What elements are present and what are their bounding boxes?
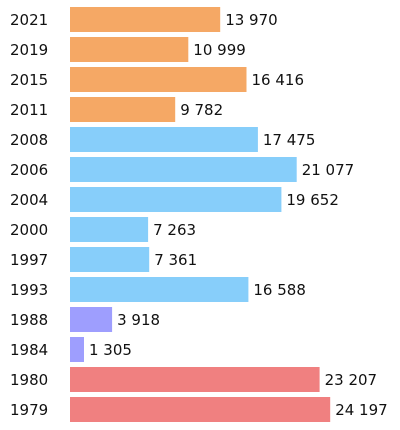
bar-1997	[70, 247, 150, 272]
year-label-2004: 2004	[10, 191, 48, 209]
value-label-1979: 24 197	[335, 401, 388, 419]
value-label-1980: 23 207	[325, 371, 378, 389]
year-label-1984: 1984	[10, 341, 48, 359]
year-label-1997: 1997	[10, 251, 48, 269]
value-label-1993: 16 588	[253, 281, 306, 299]
bars-group	[70, 7, 331, 422]
year-label-1979: 1979	[10, 401, 48, 419]
value-label-2021: 13 970	[225, 11, 278, 29]
bar-1980	[70, 367, 320, 392]
year-label-2011: 2011	[10, 101, 48, 119]
value-label-1988: 3 918	[117, 311, 160, 329]
bar-2008	[70, 127, 258, 152]
year-label-1993: 1993	[10, 281, 48, 299]
year-label-2008: 2008	[10, 131, 48, 149]
value-label-2019: 10 999	[193, 41, 246, 59]
bar-2015	[70, 67, 247, 92]
bar-2004	[70, 187, 282, 212]
value-label-1984: 1 305	[89, 341, 132, 359]
bar-2019	[70, 37, 189, 62]
bar-2000	[70, 217, 149, 242]
value-label-2008: 17 475	[263, 131, 316, 149]
value-label-1997: 7 361	[154, 251, 197, 269]
year-label-2015: 2015	[10, 71, 48, 89]
value-label-2000: 7 263	[153, 221, 196, 239]
bar-1979	[70, 397, 331, 422]
value-label-2004: 19 652	[286, 191, 339, 209]
year-label-1988: 1988	[10, 311, 48, 329]
value-label-2011: 9 782	[180, 101, 223, 119]
value-labels-group: 13 970 10 999 16 416 9 782 17 475 21 077 19 65…	[89, 11, 388, 419]
value-label-2006: 21 077	[302, 161, 355, 179]
bar-1993	[70, 277, 249, 302]
value-label-2015: 16 416	[252, 71, 305, 89]
bar-2011	[70, 97, 176, 122]
year-label-2019: 2019	[10, 41, 48, 59]
year-label-2000: 2000	[10, 221, 48, 239]
bar-2021	[70, 7, 221, 32]
year-label-1980: 1980	[10, 371, 48, 389]
year-label-2021: 2021	[10, 11, 48, 29]
bar-2006	[70, 157, 297, 182]
year-labels-group: 2021 2019 2015 2011 2008 2006 2004 2000 1997 1993…	[10, 11, 48, 419]
year-label-2006: 2006	[10, 161, 48, 179]
bar-1984	[70, 337, 84, 362]
bar-1988	[70, 307, 113, 332]
